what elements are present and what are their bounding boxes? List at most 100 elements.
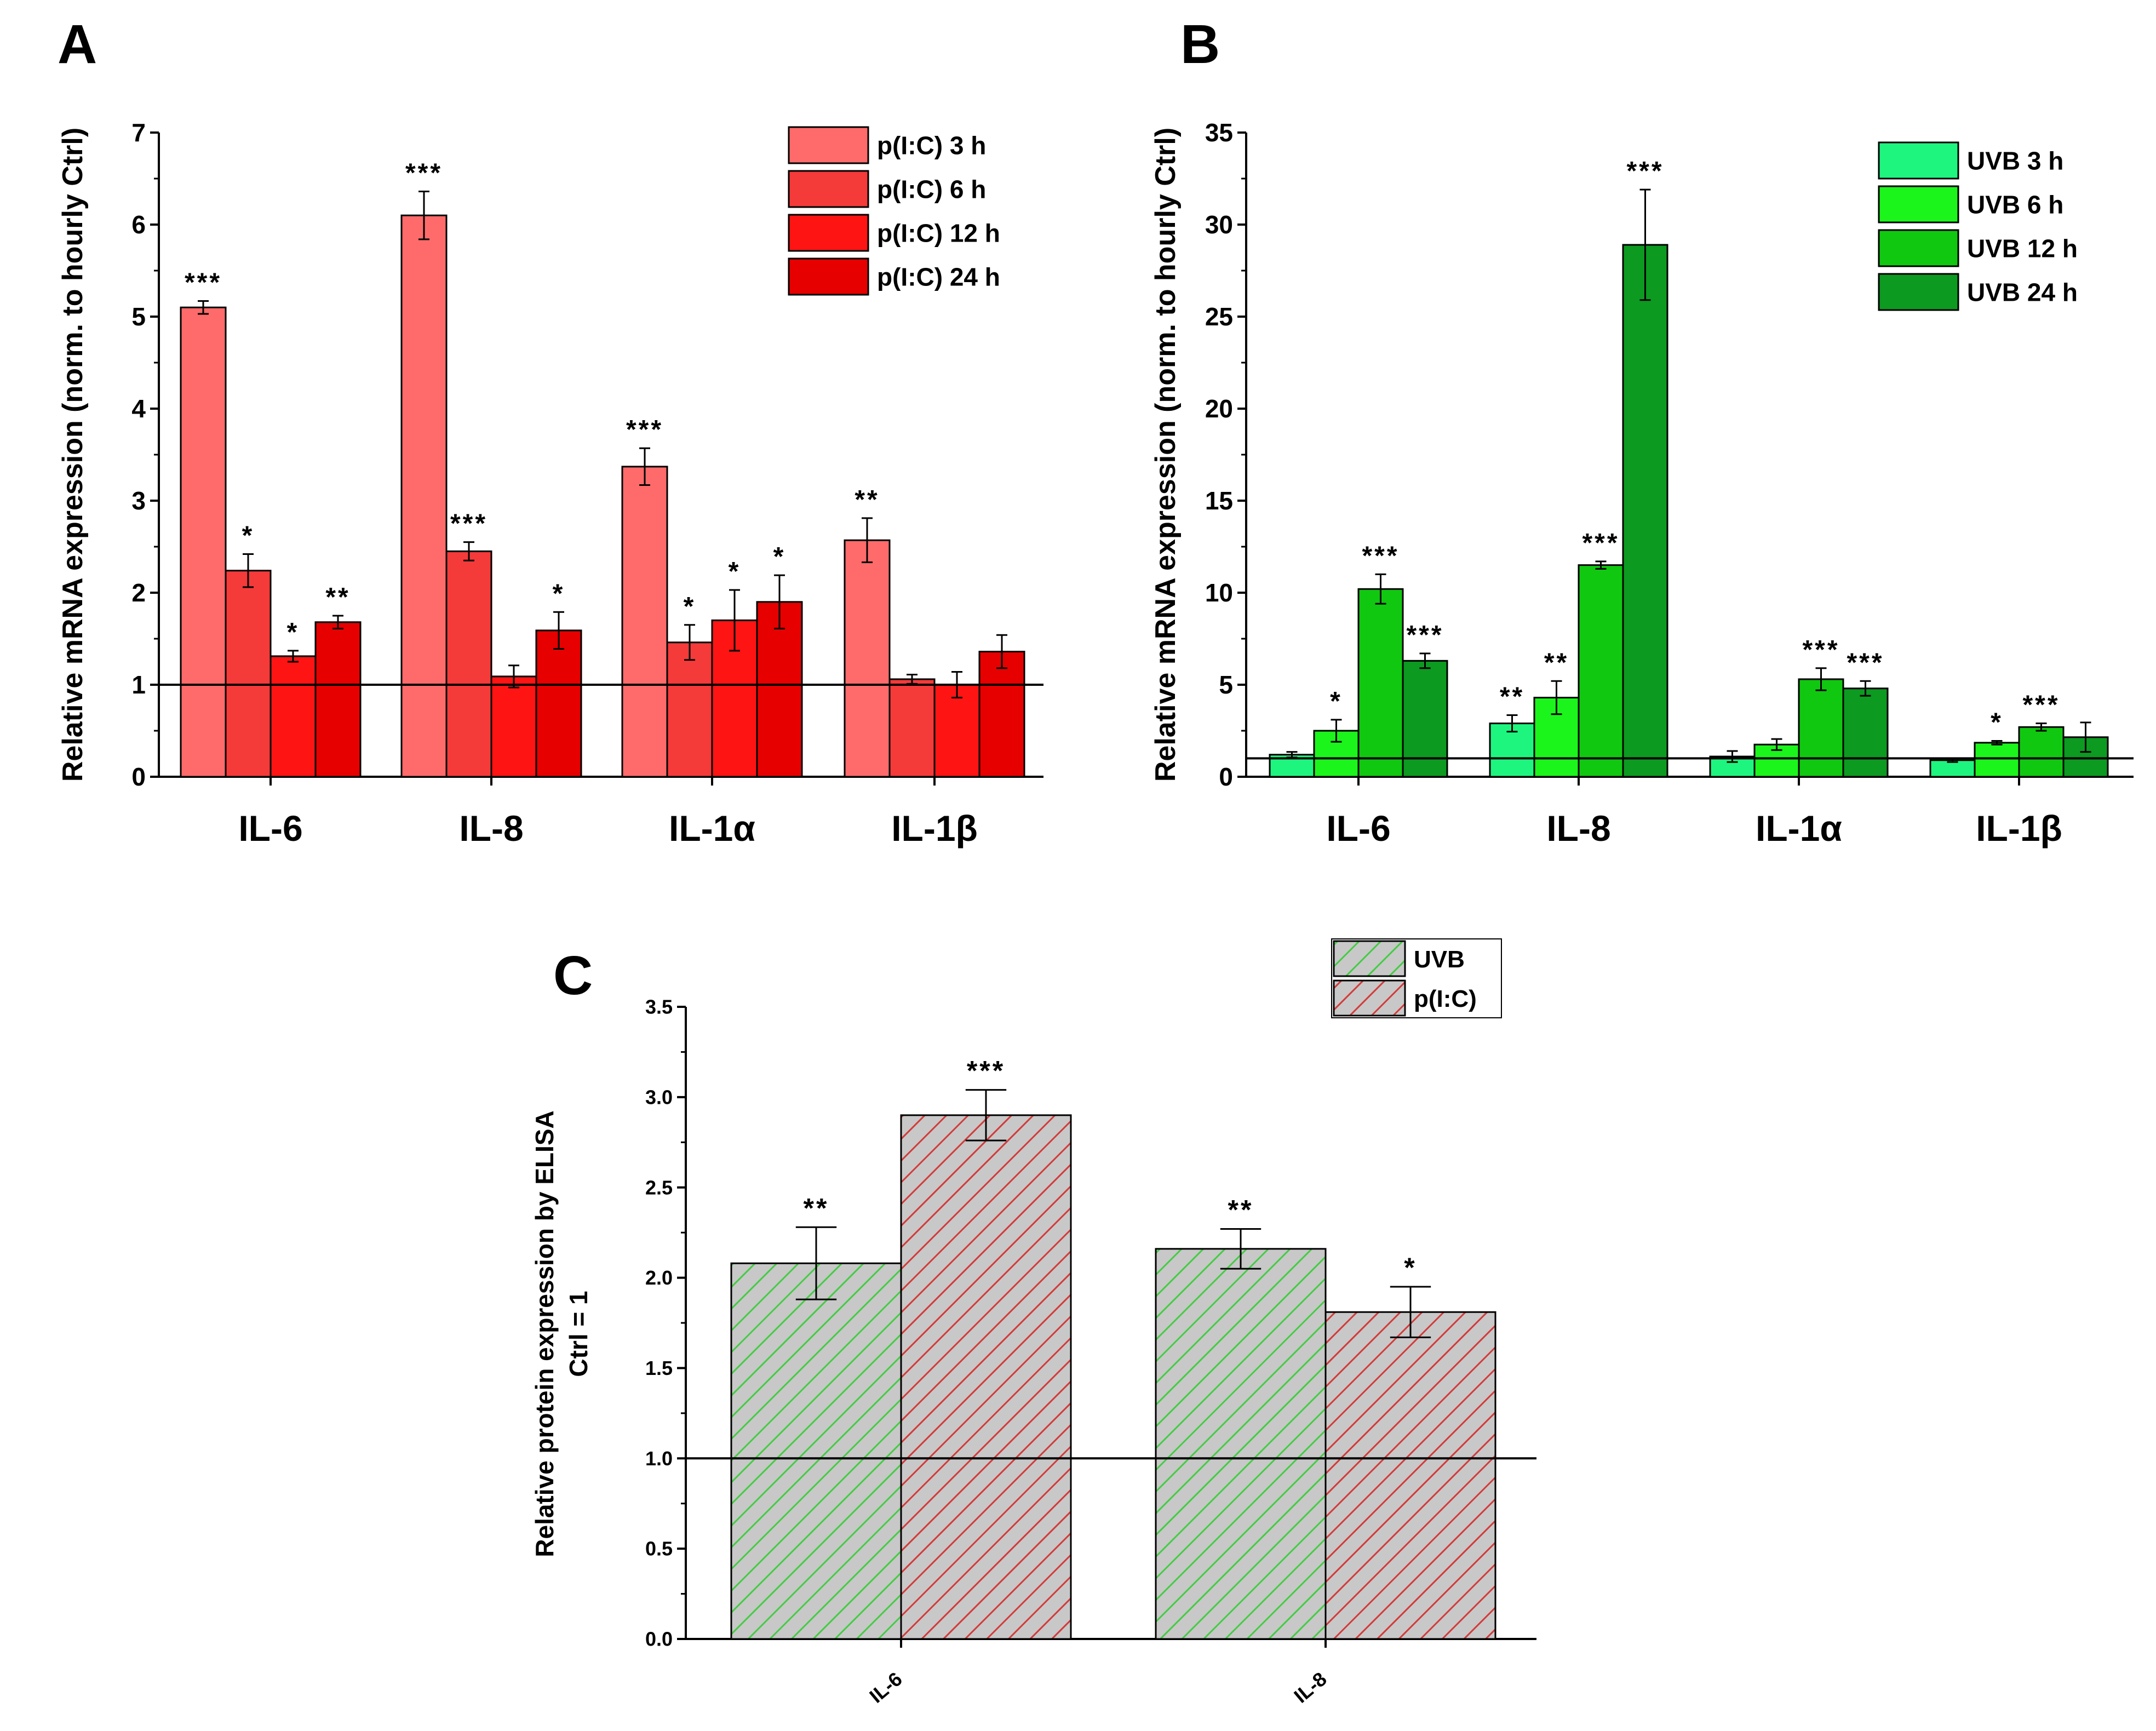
panel-c-y-tick-label: 0.0 [645, 1628, 673, 1650]
panel-b-x-category-il-6: IL-6 [1326, 808, 1390, 849]
panel-b-y-tick-label: 25 [1205, 302, 1233, 331]
panel-b-significance-il-8-uvb-6-h: ** [1544, 648, 1569, 677]
panel-c-bar-il-8-p-i-c [1324, 1311, 1496, 1640]
panel-a-bar-il-1alpha-p-i-c-3-h [621, 466, 668, 778]
panel-a-significance-il-1beta-p-i-c-3-h: ** [855, 485, 879, 514]
panel-a-y-tick-label: 4 [131, 394, 146, 423]
panel-b-bar-il-8-uvb-12-h [1578, 564, 1624, 778]
panel-b-y-axis-label: Relative mRNA expression (norm. to hourl… [1150, 128, 1182, 782]
panel-c-bar-il-6-uvb [730, 1262, 902, 1640]
panel-c-y-axis-label-line2: Ctrl = 1 [564, 1291, 593, 1377]
panel-a-y-tick-label: 6 [131, 210, 146, 239]
panel-c-legend-label-uvb: UVB [1414, 946, 1465, 973]
panel-label-c: C [553, 945, 593, 1006]
panel-label-b: B [1180, 14, 1220, 75]
panel-a-bar-il-1alpha-p-i-c-6-h [666, 641, 713, 778]
panel-a-y-axis-label: Relative mRNA expression (norm. to hourl… [57, 128, 89, 782]
panel-c-x-category-il-8: IL-8 [1289, 1667, 1331, 1707]
panel-a-bar-il-1beta-p-i-c-3-h [844, 539, 891, 778]
panel-b-y-tick-label: 0 [1219, 763, 1233, 791]
panel-a-bar-il-6-p-i-c-12-h [270, 655, 317, 778]
panel-a-significance-il-6-p-i-c-3-h: *** [185, 268, 222, 297]
panel-a-y-tick-label: 2 [131, 578, 146, 607]
panel-b-x-category-il-1alpha: IL-1α [1756, 808, 1842, 849]
panel-a-bar-il-8-p-i-c-6-h [445, 550, 492, 778]
panel-c-bar-il-6-p-i-c [900, 1114, 1072, 1640]
panel-a-significance-il-6-p-i-c-6-h: * [242, 521, 255, 550]
panel-a-legend-label-p-i-c-24-h: p(I:C) 24 h [877, 263, 1000, 291]
panel-c-y-axis-label: Relative protein expression by ELISA [530, 1110, 559, 1557]
panel-b-significance-il-1alpha-uvb-12-h: *** [1802, 635, 1839, 664]
panel-a-bar-il-6-p-i-c-3-h [180, 306, 227, 778]
panel-b-y-tick-label: 15 [1205, 486, 1233, 515]
panel-a-bar-il-1beta-p-i-c-6-h [888, 678, 936, 778]
panel-c-significance-il-8-uvb: ** [1228, 1195, 1254, 1225]
panel-a-bar-il-8-p-i-c-12-h [490, 675, 537, 778]
panel-c-y-tick-label: 2.0 [645, 1266, 673, 1289]
panel-a-significance-il-1alpha-p-i-c-12-h: * [729, 557, 741, 586]
panel-b-bar-il-6-uvb-12-h [1357, 588, 1404, 778]
panel-a-x-category-il-6: IL-6 [238, 808, 302, 849]
panel-c-legend-frame [1331, 938, 1502, 1018]
panel-b-significance-il-6-uvb-24-h: *** [1406, 621, 1443, 650]
panel-b-legend-swatch-uvb-12-h [1878, 229, 1959, 267]
panel-a-significance-il-8-p-i-c-6-h: *** [450, 509, 488, 538]
panel-c-y-tick-label: 2.5 [645, 1176, 673, 1199]
panel-b-y-tick-label: 20 [1205, 394, 1233, 423]
panel-b-significance-il-6-uvb-12-h: *** [1362, 541, 1399, 570]
panel-a-legend-label-p-i-c-3-h: p(I:C) 3 h [877, 131, 986, 160]
panel-a-chart: 0 1 2 3 4 5 6 7 Relative mRNA expression (norm. … [57, 118, 1043, 849]
panel-c-legend-label-p-i-c: p(I:C) [1414, 985, 1477, 1012]
panel-a-x-category-il-1alpha: IL-1α [669, 808, 755, 849]
panel-a-significance-il-6-p-i-c-24-h: ** [325, 583, 350, 612]
panel-b-bar-il-8-uvb-24-h [1622, 244, 1668, 778]
panel-c-x-category-il-6: IL-6 [865, 1667, 906, 1707]
panel-label-a: A [58, 14, 97, 75]
panel-a-bar-il-1beta-p-i-c-12-h [933, 684, 980, 778]
panel-b-y-tick-label: 30 [1205, 210, 1233, 239]
panel-a-y-tick-label: 1 [131, 670, 146, 699]
panel-b-significance-il-8-uvb-3-h: ** [1500, 682, 1524, 711]
panel-b-legend-label-uvb-24-h: UVB 24 h [1967, 278, 2078, 307]
panel-a-bar-il-1alpha-p-i-c-12-h [711, 619, 758, 778]
panel-a-significance-il-8-p-i-c-3-h: *** [405, 159, 443, 188]
panel-a-bar-il-6-p-i-c-24-h [314, 621, 362, 778]
panel-a-legend-swatch-p-i-c-6-h [788, 170, 869, 208]
panel-b-legend-swatch-uvb-6-h [1878, 185, 1959, 223]
panel-b-bar-il-1beta-uvb-6-h [1974, 742, 2020, 778]
panel-a-significance-il-8-p-i-c-24-h: * [553, 579, 565, 608]
panel-b-y-tick-label: 35 [1205, 118, 1233, 147]
panel-c-y-tick-label: 1.0 [645, 1447, 673, 1470]
panel-c-bar-il-8-uvb [1155, 1248, 1327, 1640]
panel-a-y-tick-label: 3 [131, 486, 146, 515]
panel-a-legend-swatch-p-i-c-3-h [788, 126, 869, 164]
panel-a-bar-il-8-p-i-c-3-h [400, 214, 448, 778]
panel-c-legend-swatch-p-i-c [1333, 979, 1406, 1017]
panel-c-significance-il-8-p-i-c: * [1404, 1252, 1417, 1283]
panel-a-y-tick-label: 7 [131, 118, 146, 147]
panel-b-significance-il-1beta-uvb-12-h: *** [2022, 691, 2060, 720]
panel-b-significance-il-1beta-uvb-6-h: * [1991, 708, 2003, 737]
panel-a-legend-label-p-i-c-12-h: p(I:C) 12 h [877, 219, 1000, 248]
panel-b-significance-il-6-uvb-6-h: * [1330, 687, 1343, 716]
panel-b-y-tick-label: 10 [1205, 578, 1233, 607]
panel-b-legend-label-uvb-6-h: UVB 6 h [1967, 191, 2063, 219]
panel-a-significance-il-6-p-i-c-12-h: * [287, 618, 300, 647]
panel-b-significance-il-8-uvb-12-h: *** [1582, 529, 1619, 558]
panel-b-significance-il-8-uvb-24-h: *** [1626, 157, 1664, 186]
panel-b-x-category-il-8: IL-8 [1546, 808, 1610, 849]
panel-a-significance-il-1alpha-p-i-c-24-h: * [773, 542, 786, 571]
panel-b-bar-il-1beta-uvb-12-h [2018, 726, 2065, 778]
panel-c-significance-il-6-p-i-c: *** [967, 1056, 1005, 1086]
panel-a-y-tick-label: 5 [131, 302, 146, 331]
panel-c-y-tick-label: 1.5 [645, 1357, 673, 1379]
panel-b-bar-il-1alpha-uvb-12-h [1798, 678, 1844, 778]
panel-a-legend-swatch-p-i-c-24-h [788, 257, 869, 296]
panel-a-legend-swatch-p-i-c-12-h [788, 214, 869, 252]
panel-b-significance-il-1alpha-uvb-24-h: *** [1847, 648, 1884, 677]
panel-c-y-tick-label: 0.5 [645, 1538, 673, 1560]
panel-b-y-tick-label: 5 [1219, 670, 1233, 699]
panel-b-x-category-il-1beta: IL-1β [1976, 808, 2062, 849]
panel-b-legend-swatch-uvb-24-h [1878, 273, 1959, 311]
